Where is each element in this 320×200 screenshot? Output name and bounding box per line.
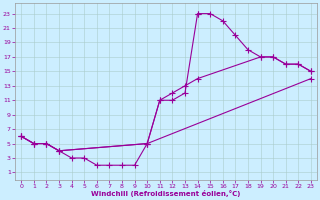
X-axis label: Windchill (Refroidissement éolien,°C): Windchill (Refroidissement éolien,°C) — [92, 190, 241, 197]
